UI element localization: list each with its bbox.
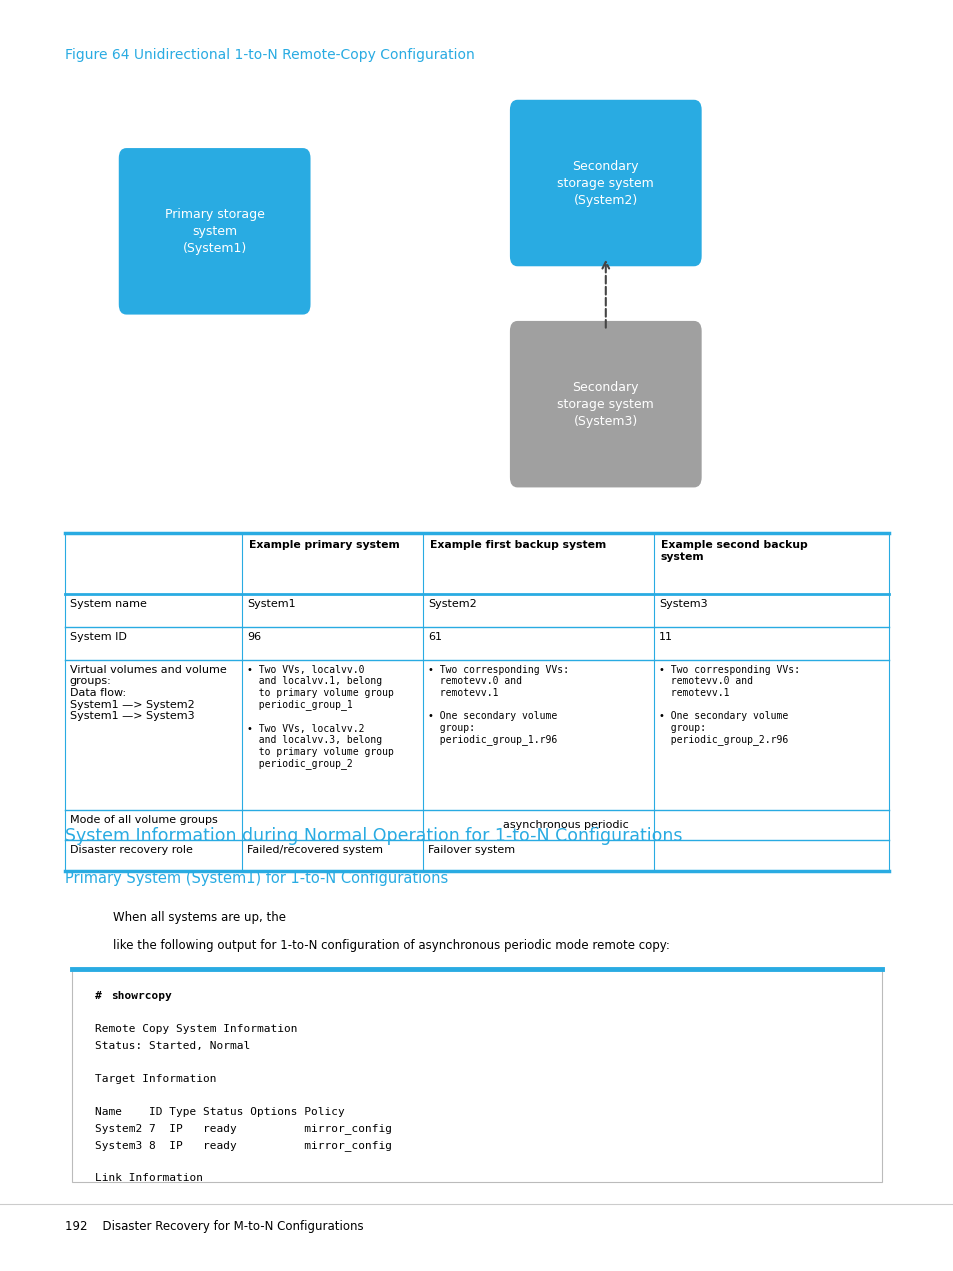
Text: Status: Started, Normal: Status: Started, Normal [95, 1041, 251, 1051]
Text: • Two VVs, localvv.0
  and localvv.1, belong
  to primary volume group
  periodi: • Two VVs, localvv.0 and localvv.1, belo… [247, 665, 394, 769]
Text: Primary System (System1) for 1-to-N Configurations: Primary System (System1) for 1-to-N Conf… [65, 871, 448, 886]
Text: System3: System3 [659, 599, 707, 609]
Text: • Two corresponding VVs:
  remotevv.0 and
  remotevv.1

• One secondary volume
 : • Two corresponding VVs: remotevv.0 and … [428, 665, 569, 745]
Text: Disaster recovery role: Disaster recovery role [70, 845, 193, 855]
Text: Failed/recovered system: Failed/recovered system [247, 845, 382, 855]
Text: Secondary
storage system
(System2): Secondary storage system (System2) [557, 160, 654, 206]
Text: 61: 61 [428, 632, 442, 642]
Text: Failover system: Failover system [428, 845, 515, 855]
Text: 11: 11 [659, 632, 672, 642]
Text: System name: System name [70, 599, 147, 609]
Text: Example primary system: Example primary system [249, 540, 399, 550]
Text: Example second backup
system: Example second backup system [660, 540, 807, 562]
Text: System Information during Normal Operation for 1-to-N Configurations: System Information during Normal Operati… [65, 827, 681, 845]
Text: System ID: System ID [70, 632, 127, 642]
Bar [71, 969, 882, 1182]
Text: #: # [95, 991, 109, 1002]
Text: System3 8  IP   ready          mirror_config: System3 8 IP ready mirror_config [95, 1140, 392, 1152]
Text: • Two corresponding VVs:
  remotevv.0 and
  remotevv.1

• One secondary volume
 : • Two corresponding VVs: remotevv.0 and … [659, 665, 800, 745]
Text: Mode of all volume groups: Mode of all volume groups [70, 815, 217, 825]
Text: System2: System2 [428, 599, 476, 609]
Text: When all systems are up, the: When all systems are up, the [112, 911, 289, 924]
Text: Figure 64 Unidirectional 1-to-N Remote-Copy Configuration: Figure 64 Unidirectional 1-to-N Remote-C… [65, 48, 475, 62]
Text: Target Information: Target Information [95, 1074, 216, 1084]
Text: Remote Copy System Information: Remote Copy System Information [95, 1024, 297, 1035]
Text: Virtual volumes and volume
groups:
Data flow:
System1 —> System2
System1 —> Syst: Virtual volumes and volume groups: Data … [70, 665, 226, 721]
FancyBboxPatch shape [509, 100, 700, 267]
FancyBboxPatch shape [509, 320, 700, 487]
Text: asynchronous periodic: asynchronous periodic [502, 820, 628, 830]
Text: System2 7  IP   ready          mirror_config: System2 7 IP ready mirror_config [95, 1124, 392, 1135]
Text: like the following output for 1-to-N configuration of asynchronous periodic mode: like the following output for 1-to-N con… [112, 939, 669, 952]
Text: Link Information: Link Information [95, 1173, 203, 1183]
Text: Name    ID Type Status Options Policy: Name ID Type Status Options Policy [95, 1107, 345, 1117]
Text: 192    Disaster Recovery for M-to-N Configurations: 192 Disaster Recovery for M-to-N Configu… [65, 1220, 363, 1233]
Text: Secondary
storage system
(System3): Secondary storage system (System3) [557, 381, 654, 427]
Text: 96: 96 [247, 632, 261, 642]
Text: System1: System1 [247, 599, 295, 609]
Text: Primary storage
system
(System1): Primary storage system (System1) [165, 208, 264, 254]
Text: showrcopy: showrcopy [111, 991, 172, 1002]
Text: Example first backup system: Example first backup system [430, 540, 606, 550]
FancyBboxPatch shape [118, 149, 311, 315]
